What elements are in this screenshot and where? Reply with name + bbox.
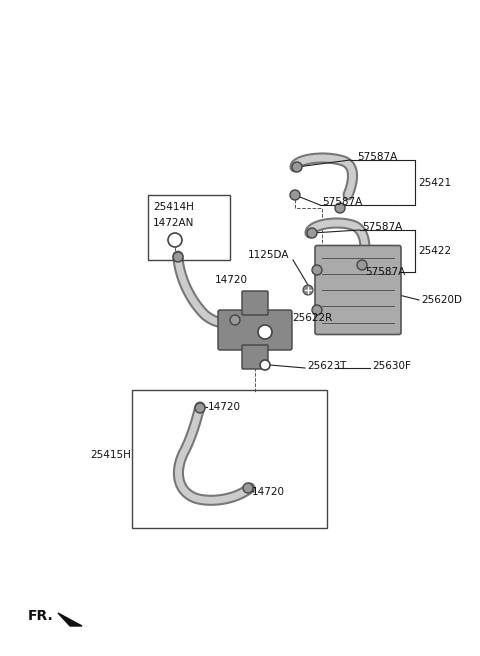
Text: 25620D: 25620D: [421, 295, 462, 305]
Text: 25630F: 25630F: [372, 361, 411, 371]
Text: 25622R: 25622R: [292, 313, 332, 323]
Text: 25414H: 25414H: [153, 202, 194, 212]
Text: 57587A: 57587A: [357, 152, 397, 162]
Text: 57587A: 57587A: [322, 197, 362, 207]
Text: 14720: 14720: [208, 402, 241, 412]
Circle shape: [292, 162, 302, 172]
Circle shape: [173, 252, 183, 262]
Circle shape: [168, 233, 182, 247]
FancyBboxPatch shape: [315, 245, 401, 335]
Text: 25422: 25422: [418, 246, 451, 256]
Text: 1472AN: 1472AN: [153, 218, 194, 228]
Circle shape: [290, 190, 300, 200]
Circle shape: [312, 305, 322, 315]
Bar: [132, 390, 327, 528]
Text: 25415H: 25415H: [90, 450, 131, 460]
Text: 25421: 25421: [418, 178, 451, 188]
Text: 57587A: 57587A: [362, 222, 402, 232]
Polygon shape: [58, 613, 82, 626]
Text: 1125DA: 1125DA: [248, 250, 289, 260]
Circle shape: [335, 203, 345, 213]
Circle shape: [312, 265, 322, 275]
Circle shape: [230, 315, 240, 325]
Text: FR.: FR.: [28, 609, 54, 623]
FancyBboxPatch shape: [242, 291, 268, 315]
Text: 14720: 14720: [252, 487, 285, 497]
Text: 57587A: 57587A: [365, 267, 405, 277]
Text: 25623T: 25623T: [307, 361, 347, 371]
Circle shape: [307, 228, 317, 238]
FancyBboxPatch shape: [242, 345, 268, 369]
Circle shape: [243, 483, 253, 493]
Circle shape: [303, 285, 313, 295]
Circle shape: [357, 260, 367, 270]
FancyBboxPatch shape: [218, 310, 292, 350]
Circle shape: [258, 325, 272, 339]
Circle shape: [260, 360, 270, 370]
Circle shape: [195, 403, 205, 413]
Bar: [148, 195, 230, 260]
Text: 14720: 14720: [215, 275, 248, 285]
